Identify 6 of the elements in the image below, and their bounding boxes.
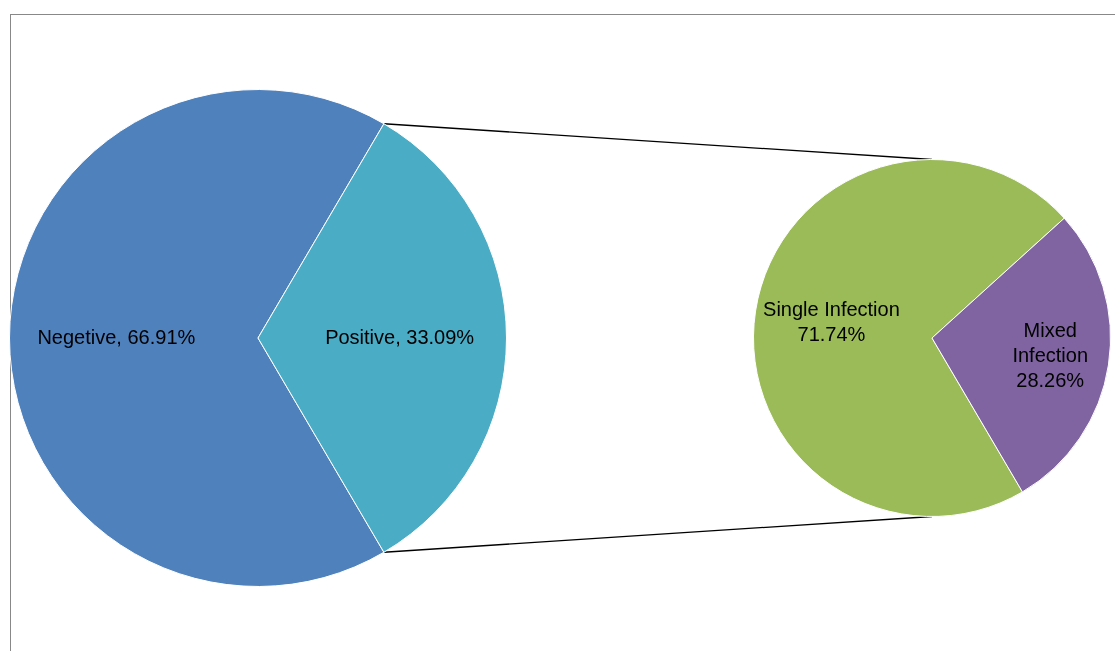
slice-label: Single Infection [763,297,900,320]
slice-label: Negetive, 66.91% [37,325,196,348]
data-label: 28.26% [1016,368,1085,391]
data-label: 71.74% [797,322,866,345]
slice-label: Mixed Infection [1012,318,1089,366]
slice-label: Positive, 33.09% [325,325,475,348]
